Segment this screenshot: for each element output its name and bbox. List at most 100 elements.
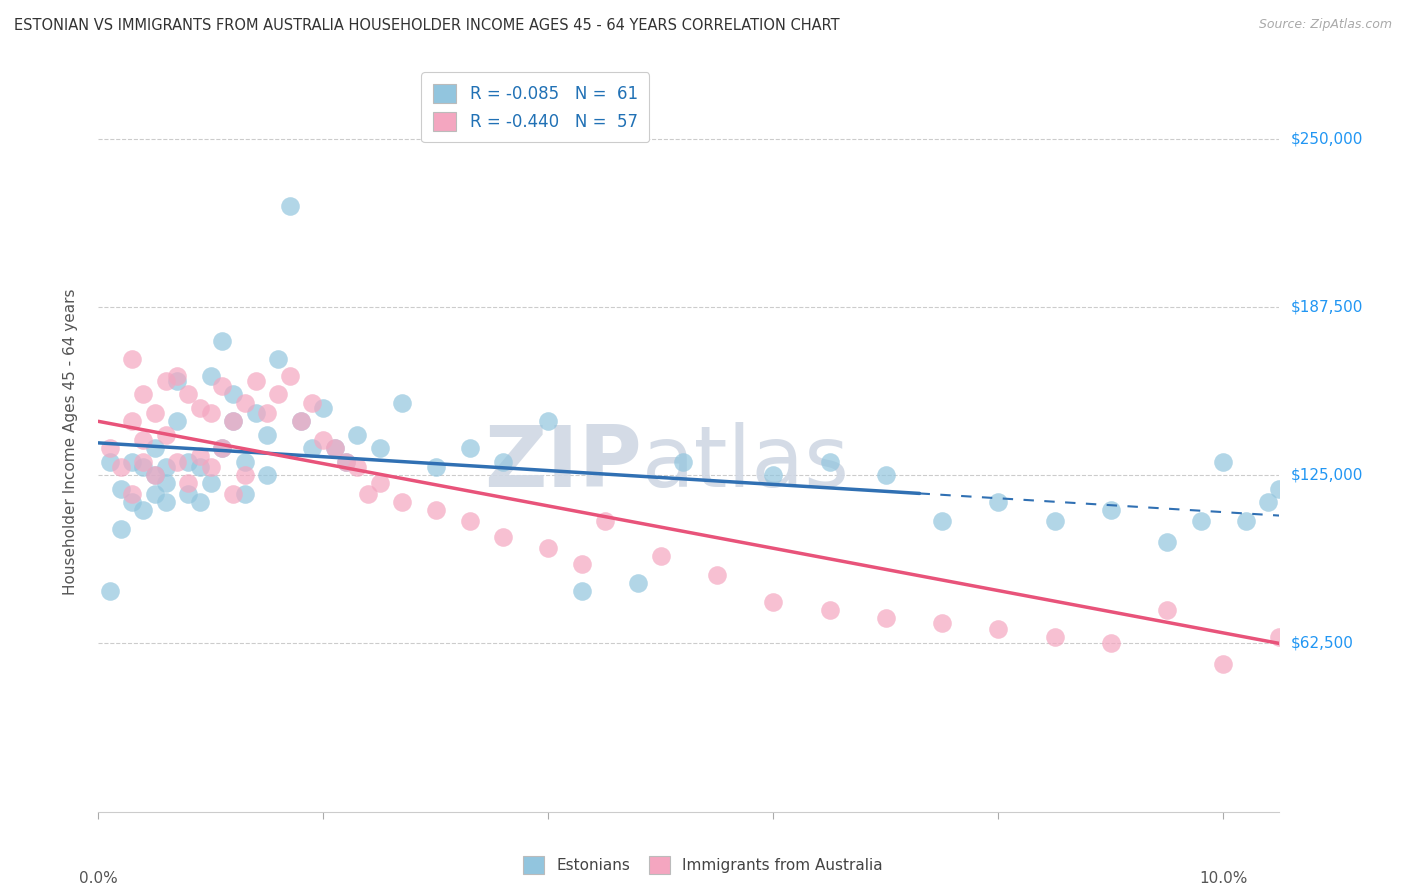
Point — [177, 476, 200, 491]
Point — [98, 442, 121, 456]
Point — [1043, 630, 1066, 644]
Point — [211, 379, 233, 393]
Point — [222, 387, 245, 401]
Point — [368, 476, 391, 491]
Point — [121, 414, 143, 428]
Point — [1156, 603, 1178, 617]
Point — [155, 460, 177, 475]
Point — [155, 374, 177, 388]
Point — [458, 442, 481, 456]
Point — [278, 368, 301, 383]
Point — [987, 495, 1010, 509]
Point — [346, 427, 368, 442]
Point — [537, 414, 560, 428]
Point — [256, 468, 278, 483]
Point — [132, 455, 155, 469]
Point — [188, 460, 211, 475]
Point — [166, 368, 188, 383]
Point — [672, 455, 695, 469]
Point — [143, 468, 166, 483]
Point — [650, 549, 672, 563]
Text: $62,500: $62,500 — [1291, 636, 1354, 651]
Point — [875, 611, 897, 625]
Point — [762, 595, 785, 609]
Point — [290, 414, 312, 428]
Point — [132, 460, 155, 475]
Point — [335, 455, 357, 469]
Text: 10.0%: 10.0% — [1199, 871, 1247, 886]
Point — [188, 495, 211, 509]
Point — [188, 450, 211, 464]
Point — [312, 433, 335, 447]
Point — [155, 495, 177, 509]
Point — [492, 455, 515, 469]
Point — [458, 514, 481, 528]
Point — [323, 442, 346, 456]
Point — [1268, 482, 1291, 496]
Point — [143, 406, 166, 420]
Point — [98, 455, 121, 469]
Point — [1156, 535, 1178, 549]
Point — [155, 476, 177, 491]
Point — [425, 503, 447, 517]
Point — [177, 387, 200, 401]
Point — [1212, 455, 1234, 469]
Point — [211, 442, 233, 456]
Point — [110, 522, 132, 536]
Point — [1099, 636, 1122, 650]
Point — [818, 603, 841, 617]
Point — [200, 368, 222, 383]
Point — [537, 541, 560, 555]
Point — [121, 455, 143, 469]
Legend: Estonians, Immigrants from Australia: Estonians, Immigrants from Australia — [517, 850, 889, 880]
Point — [155, 427, 177, 442]
Point — [706, 567, 728, 582]
Point — [233, 468, 256, 483]
Point — [222, 487, 245, 501]
Point — [233, 487, 256, 501]
Point — [177, 487, 200, 501]
Point — [425, 460, 447, 475]
Point — [492, 530, 515, 544]
Text: Source: ZipAtlas.com: Source: ZipAtlas.com — [1258, 18, 1392, 31]
Point — [98, 584, 121, 599]
Point — [233, 455, 256, 469]
Point — [987, 622, 1010, 636]
Point — [1234, 514, 1257, 528]
Point — [593, 514, 616, 528]
Point — [211, 334, 233, 348]
Point — [1043, 514, 1066, 528]
Point — [762, 468, 785, 483]
Point — [1099, 503, 1122, 517]
Point — [1257, 495, 1279, 509]
Point — [818, 455, 841, 469]
Point — [121, 352, 143, 367]
Point — [346, 460, 368, 475]
Point — [132, 387, 155, 401]
Point — [290, 414, 312, 428]
Point — [121, 495, 143, 509]
Point — [110, 460, 132, 475]
Point — [143, 468, 166, 483]
Point — [188, 401, 211, 415]
Point — [267, 352, 290, 367]
Text: ZIP: ZIP — [484, 422, 641, 505]
Point — [391, 495, 413, 509]
Point — [301, 442, 323, 456]
Point — [256, 427, 278, 442]
Text: $125,000: $125,000 — [1291, 467, 1362, 483]
Point — [312, 401, 335, 415]
Point — [211, 442, 233, 456]
Y-axis label: Householder Income Ages 45 - 64 years: Householder Income Ages 45 - 64 years — [63, 288, 77, 595]
Point — [166, 374, 188, 388]
Point — [143, 442, 166, 456]
Point — [1212, 657, 1234, 671]
Point — [1189, 514, 1212, 528]
Point — [177, 455, 200, 469]
Point — [931, 616, 953, 631]
Legend: R = -0.085   N =  61, R = -0.440   N =  57: R = -0.085 N = 61, R = -0.440 N = 57 — [422, 72, 650, 143]
Point — [245, 406, 267, 420]
Point — [222, 414, 245, 428]
Point — [200, 406, 222, 420]
Point — [627, 575, 650, 590]
